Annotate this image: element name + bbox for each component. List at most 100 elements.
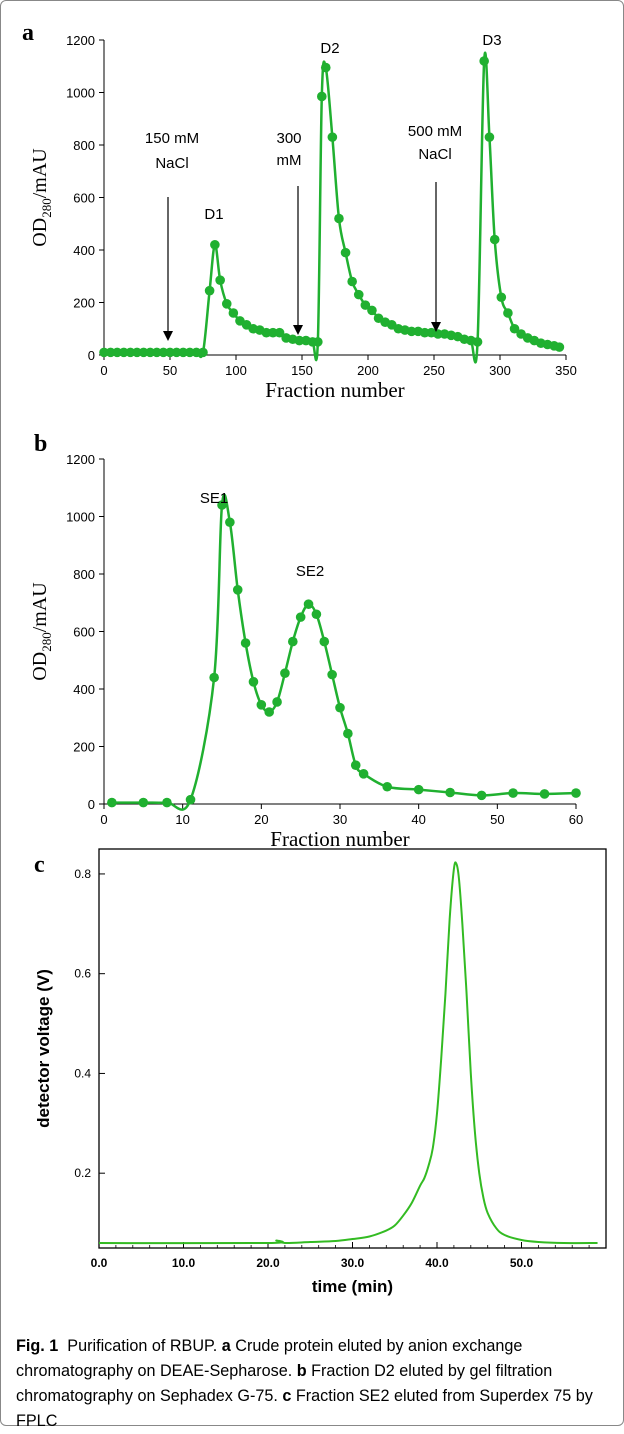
panel-b-data-point <box>225 517 235 528</box>
peak-label-d3: D3 <box>482 32 501 49</box>
panel-b-x-tick-label: 60 <box>569 812 583 827</box>
panel-b-data-point <box>248 677 259 687</box>
panel-a-y-axis-title: OD280/mAU <box>29 148 54 247</box>
panel-b-series-line <box>111 493 577 811</box>
panel-b-y-tick-label: 0 <box>88 797 95 812</box>
panel-c-series-line <box>98 861 598 1245</box>
panel-b-label: b <box>34 431 47 457</box>
panel-a-series-line <box>103 51 560 364</box>
panel-a-data-point <box>178 347 188 358</box>
panel-a-data-point <box>433 329 443 339</box>
panel-b-y-tick-label: 400 <box>73 682 95 697</box>
panel-a-data-point <box>119 347 129 358</box>
annotation-500mm-nacl: NaCl <box>418 146 451 163</box>
panel-b-x-tick-label: 0 <box>100 812 107 827</box>
panel-a-data-point <box>554 342 565 352</box>
panel-b-data-point <box>476 790 487 801</box>
panel-a-x-tick-label: 350 <box>555 363 577 378</box>
panel-a-data-point <box>340 247 351 258</box>
panel-a-data-point <box>327 132 338 142</box>
panel-c-series <box>98 861 598 1245</box>
annotation-150mm: 150 mM <box>145 130 199 147</box>
panel-a-series <box>99 51 565 364</box>
panel-a-x-tick-label: 50 <box>163 363 177 378</box>
panel-c-x-tick-label: 20.0 <box>256 1256 280 1270</box>
caption-title: Purification of RBUP. <box>67 1337 218 1355</box>
peak-label-d2: D2 <box>320 40 339 57</box>
panel-a-y-tick-label: 1200 <box>66 33 95 48</box>
panel-a-data-point <box>99 347 109 358</box>
panel-a-data-point <box>185 347 195 358</box>
panel-b-x-tick-label: 30 <box>333 812 347 827</box>
panel-a-data-point <box>347 276 357 287</box>
panel-a-data-point <box>171 347 182 358</box>
panel-a-y-tick-label: 0 <box>88 348 95 363</box>
panel-a-data-point <box>320 62 331 73</box>
panel-b-data-point <box>335 702 345 713</box>
panel-c-y-tick-label: 0.2 <box>74 1166 91 1180</box>
panel-a-data-point <box>228 308 239 318</box>
panel-b-data-point <box>209 672 219 683</box>
caption-b-label: b <box>296 1362 307 1380</box>
panel-b-data-point <box>508 788 518 798</box>
panel-a-label: a <box>22 20 34 46</box>
panel-b-data-point <box>445 787 455 798</box>
panel-b-y-tick-label: 200 <box>73 740 95 755</box>
panel-b-data-point <box>413 784 424 795</box>
peak-label-se1: SE1 <box>200 490 228 507</box>
annotation-500mm: 500 mM <box>408 123 462 140</box>
arrowhead-300mm <box>293 325 303 335</box>
panel-c-x-tick-label: 10.0 <box>172 1256 196 1270</box>
panel-b-x-tick-label: 10 <box>175 812 189 827</box>
panel-b-data-point <box>382 781 393 792</box>
panel-a-data-point <box>353 289 364 300</box>
panel-a-y-tick-label: 400 <box>73 243 95 258</box>
panel-a-data-point <box>479 56 489 66</box>
panel-a-data-point <box>509 323 520 334</box>
panel-a-data-point <box>367 305 377 316</box>
panel-a-data-point <box>125 347 136 358</box>
panel-a-data-point <box>221 299 232 309</box>
panel-a-x-tick-label: 150 <box>291 363 313 378</box>
panel-c-y-tick-label: 0.8 <box>74 867 91 881</box>
panel-a-data-point <box>152 347 162 358</box>
panel-b-data-point <box>303 599 314 609</box>
caption-a-label: a <box>221 1337 231 1355</box>
panel-a-data-point <box>261 327 272 338</box>
panel-c-x-axis-title: time (min) <box>312 1277 393 1296</box>
panel-a-data-point <box>204 285 215 296</box>
panel-a-data-point <box>503 308 513 318</box>
arrowhead-150mm <box>163 331 173 341</box>
panel-b-data-point <box>327 669 337 680</box>
panel-a-x-tick-label: 0 <box>100 363 107 378</box>
panel-b-y-tick-label: 800 <box>73 567 95 582</box>
panel-c: c 0.2 0.4 0.6 0.8 0.0 10.0 20.0 30.0 40.0 50.0 tim… <box>34 848 607 1296</box>
panel-c-label: c <box>34 852 45 878</box>
panel-b-data-point <box>232 585 243 595</box>
panel-a-data-point <box>496 292 507 303</box>
panel-b-x-tick-label: 50 <box>490 812 504 827</box>
panel-a-x-tick-label: 100 <box>225 363 247 378</box>
panel-b-data-point <box>280 668 290 678</box>
panel-a-y-tick-label: 600 <box>73 191 95 206</box>
panel-b-data-point <box>539 789 550 799</box>
panel-a-data-point <box>334 213 344 224</box>
panel-a-data-point <box>406 326 417 337</box>
panel-b: b 0 200 400 600 800 1000 1200 0 10 20 30 40 50 60 Frac… <box>29 431 583 851</box>
panel-a-data-point <box>191 347 202 358</box>
panel-b-data-point <box>185 794 196 805</box>
caption-fig-label: Fig. 1 <box>16 1337 59 1355</box>
panel-b-data-point <box>162 797 172 808</box>
panel-c-x-tick-label: 0.0 <box>91 1256 108 1270</box>
annotation-300-mm: mM <box>277 152 302 169</box>
panel-b-data-point <box>311 609 322 620</box>
caption-a-text: Crude protein eluted by anion exchange c… <box>16 1337 523 1380</box>
panel-c-x-tick-label: 40.0 <box>425 1256 449 1270</box>
panel-a-data-point <box>215 275 225 285</box>
panel-b-series <box>107 493 581 811</box>
panel-a-data-point <box>210 239 220 250</box>
panel-a: a 0 200 400 600 800 1000 1200 0 50 100 150 200 250 30… <box>22 20 577 402</box>
panel-b-data-point <box>358 769 369 779</box>
panel-a-data-point <box>112 347 122 358</box>
panel-b-y-tick-label: 1200 <box>66 452 95 467</box>
